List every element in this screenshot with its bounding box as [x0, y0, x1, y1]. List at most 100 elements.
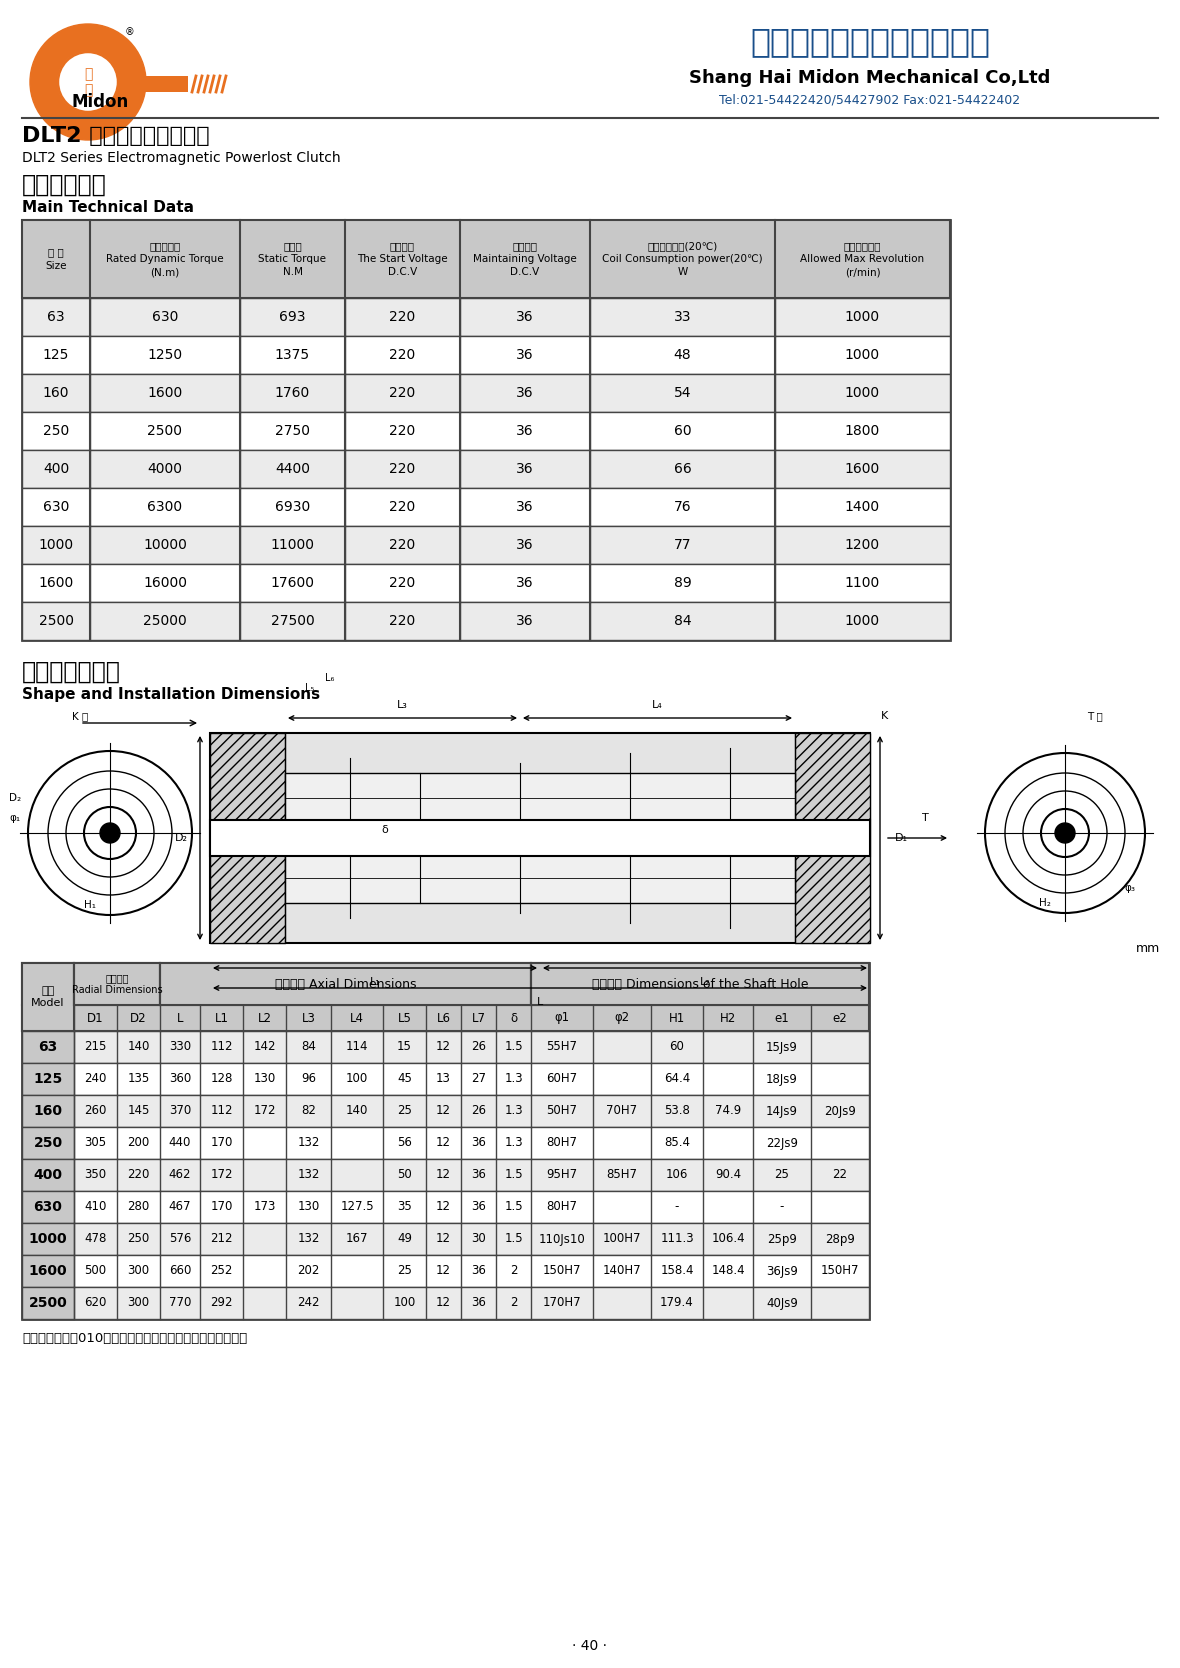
Text: 462: 462 [169, 1169, 191, 1181]
Text: δ: δ [381, 826, 388, 836]
Text: 132: 132 [297, 1233, 320, 1246]
Text: 线圈消耗功率(20℃)
Coil Consumption power(20℃)
W: 线圈消耗功率(20℃) Coil Consumption power(20℃) … [602, 240, 762, 277]
Text: 1400: 1400 [845, 500, 880, 514]
Text: 12: 12 [435, 1233, 451, 1246]
Text: 500: 500 [85, 1264, 106, 1278]
Text: 212: 212 [210, 1233, 232, 1246]
Bar [22, 1223, 74, 1254]
Text: 1375: 1375 [275, 349, 310, 362]
Text: 1760: 1760 [275, 385, 310, 400]
Text: 36: 36 [471, 1296, 486, 1309]
Text: 1000: 1000 [28, 1233, 67, 1246]
Text: e1: e1 [774, 1011, 789, 1024]
Text: 172: 172 [210, 1169, 232, 1181]
Text: 170: 170 [210, 1201, 232, 1214]
Text: 54: 54 [674, 385, 691, 400]
Circle shape [58, 52, 118, 112]
Text: 吸合电压
The Start Voltage
D.C.V: 吸合电压 The Start Voltage D.C.V [358, 240, 448, 277]
Text: D1: D1 [87, 1011, 104, 1024]
Text: 17600: 17600 [270, 575, 315, 590]
Text: 1.5: 1.5 [504, 1201, 523, 1214]
Text: 693: 693 [280, 310, 306, 324]
Bar [22, 1031, 868, 1063]
Text: L₆: L₆ [326, 672, 335, 682]
Text: 1.5: 1.5 [504, 1041, 523, 1054]
Bar [22, 962, 868, 1319]
Text: 630: 630 [33, 1199, 63, 1214]
Text: 400: 400 [42, 462, 70, 475]
Bar [22, 1006, 868, 1031]
Text: 25: 25 [396, 1264, 412, 1278]
Text: 25: 25 [774, 1169, 789, 1181]
Text: 60: 60 [674, 424, 691, 439]
Text: 12: 12 [435, 1169, 451, 1181]
Text: K 向: K 向 [72, 711, 88, 721]
Text: K: K [881, 711, 889, 721]
Text: 160: 160 [42, 385, 70, 400]
Text: 2750: 2750 [275, 424, 310, 439]
Text: 125: 125 [33, 1073, 63, 1086]
Text: Main Technical Data: Main Technical Data [22, 200, 194, 215]
Text: 179.4: 179.4 [660, 1296, 694, 1309]
Text: 132: 132 [297, 1136, 320, 1149]
Text: 300: 300 [127, 1296, 150, 1309]
Bar [22, 1128, 868, 1159]
Text: D₁: D₁ [894, 832, 907, 842]
Text: 12: 12 [435, 1041, 451, 1054]
Text: L₁: L₁ [369, 977, 380, 987]
Text: 1600: 1600 [845, 462, 880, 475]
Text: 84: 84 [301, 1041, 316, 1054]
Text: 106.4: 106.4 [712, 1233, 745, 1246]
Text: 140: 140 [346, 1104, 368, 1118]
Text: L₃: L₃ [396, 701, 408, 711]
Text: 35: 35 [398, 1201, 412, 1214]
Text: 13: 13 [437, 1073, 451, 1086]
Bar [22, 220, 950, 641]
Text: 158.4: 158.4 [661, 1264, 694, 1278]
Circle shape [1055, 822, 1075, 842]
Text: 36: 36 [471, 1136, 486, 1149]
Text: L5: L5 [398, 1011, 412, 1024]
Text: 330: 330 [169, 1041, 191, 1054]
Circle shape [28, 751, 192, 916]
Bar [130, 77, 188, 92]
Text: 130: 130 [297, 1201, 320, 1214]
Text: L6: L6 [437, 1011, 451, 1024]
Text: 770: 770 [169, 1296, 191, 1309]
Text: 620: 620 [84, 1296, 106, 1309]
Text: 11000: 11000 [270, 539, 315, 552]
Text: T 向: T 向 [1087, 711, 1103, 721]
Text: 85H7: 85H7 [607, 1169, 637, 1181]
Text: 1000: 1000 [845, 385, 880, 400]
Text: 2: 2 [510, 1296, 517, 1309]
Text: H₂: H₂ [1040, 897, 1051, 907]
Text: Shang Hai Midon Mechanical Co,Ltd: Shang Hai Midon Mechanical Co,Ltd [689, 68, 1050, 87]
Text: 36: 36 [516, 614, 533, 627]
Text: 66: 66 [674, 462, 691, 475]
Text: H2: H2 [720, 1011, 736, 1024]
Bar [160, 962, 531, 1006]
Text: φ₃: φ₃ [1125, 882, 1135, 892]
Text: 360: 360 [169, 1073, 191, 1086]
Text: -: - [780, 1201, 785, 1214]
Text: 保持电压
Maintaining Voltage
D.C.V: 保持电压 Maintaining Voltage D.C.V [473, 240, 577, 277]
Text: 350: 350 [85, 1169, 106, 1181]
Text: 36: 36 [516, 462, 533, 475]
Text: 64.4: 64.4 [664, 1073, 690, 1086]
Text: 15Js9: 15Js9 [766, 1041, 798, 1054]
Text: 112: 112 [210, 1104, 232, 1118]
Bar [22, 1063, 74, 1094]
Text: 85.4: 85.4 [664, 1136, 690, 1149]
Text: 22Js9: 22Js9 [766, 1136, 798, 1149]
Text: 16000: 16000 [143, 575, 186, 590]
Bar [22, 1191, 868, 1223]
Text: 12: 12 [435, 1201, 451, 1214]
Text: · 40 ·: · 40 · [572, 1640, 608, 1653]
Text: 36: 36 [516, 500, 533, 514]
Bar [22, 1254, 868, 1288]
Text: mm: mm [1136, 941, 1160, 954]
Text: 80H7: 80H7 [546, 1136, 577, 1149]
Text: 305: 305 [85, 1136, 106, 1149]
Text: 1000: 1000 [845, 614, 880, 627]
Text: 1.3: 1.3 [504, 1104, 523, 1118]
